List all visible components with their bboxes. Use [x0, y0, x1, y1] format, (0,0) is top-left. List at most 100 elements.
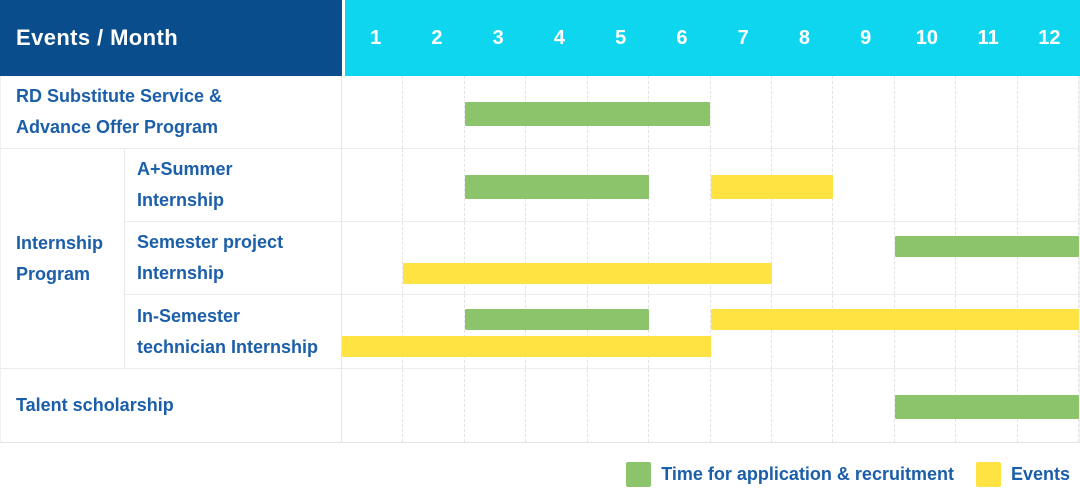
month-grid-cell [649, 149, 711, 221]
month-tick: 5 [615, 26, 627, 49]
month-grid-cell [956, 149, 1018, 221]
month-grid-cell [1018, 295, 1080, 368]
row-label: A+Summer Internship [125, 149, 342, 221]
row-label-line: RD Substitute Service & [16, 86, 223, 106]
month-grid-cell [342, 295, 404, 368]
gantt-bar-application [894, 236, 1079, 257]
month-grid-cell [956, 295, 1018, 368]
gantt-bar-events [710, 309, 1079, 330]
gantt-bar-events [403, 263, 772, 284]
row-chart-area [342, 76, 1080, 148]
month-tick: 4 [553, 26, 565, 49]
month-grid-cell [1018, 222, 1080, 294]
month-tick: 9 [860, 26, 872, 49]
group-label: Internship Program [1, 149, 125, 368]
row-label-line: Internship [137, 190, 225, 210]
month-tick: 7 [737, 26, 749, 49]
row-label-line: technician Internship [137, 336, 319, 357]
month-tick: 12 [1038, 26, 1061, 49]
row-label-line: Internship [137, 263, 225, 283]
legend-item: Time for application & recruitment [626, 462, 954, 487]
month-grid-cell [403, 222, 465, 294]
month-grid-cell [772, 295, 834, 368]
table-row: Semester project Internship [125, 222, 1080, 295]
row-label-line: In-Semester [137, 305, 241, 326]
month-grid-cell [526, 369, 588, 442]
month-tick: 8 [798, 26, 810, 49]
gantt-bar-events [710, 175, 834, 199]
gantt-bar-application [894, 395, 1079, 419]
month-grid-cell [342, 222, 404, 294]
month-grid-cell [649, 369, 711, 442]
month-tick: 2 [431, 26, 443, 49]
month-grid-cell [588, 222, 650, 294]
row-label-line: A+Summer [137, 159, 233, 179]
month-grid-cell [403, 149, 465, 221]
month-grid-cell [956, 76, 1018, 148]
row-chart-area [342, 369, 1080, 442]
row-label: RD Substitute Service & Advance Offer Pro… [1, 76, 342, 148]
month-grid-cell [772, 369, 834, 442]
month-grid-cell [772, 222, 834, 294]
row-label-line: Semester project [137, 232, 284, 252]
month-tick: 11 [977, 26, 999, 49]
row-chart-area [342, 295, 1080, 368]
table-row: In-Semester technician Internship [125, 295, 1080, 368]
month-grid-cell [895, 149, 957, 221]
month-grid-cell [649, 222, 711, 294]
row-label: In-Semester technician Internship [125, 295, 342, 368]
month-grid-cell [649, 295, 711, 368]
group-label-line: Internship [16, 232, 104, 253]
group-rows: A+Summer Internship Semester project Intern… [125, 149, 1080, 368]
month-grid-cell [403, 369, 465, 442]
legend-label: Events [1010, 464, 1070, 484]
month-axis: 1 2 3 4 5 6 7 8 9 10 11 12 [345, 0, 1080, 76]
row-label: Semester project Internship [125, 222, 342, 294]
month-grid-cell [711, 76, 772, 148]
month-grid-cell [465, 295, 527, 368]
month-grid-cell [833, 222, 895, 294]
month-grid-cell [403, 76, 465, 148]
month-grid-cell [772, 76, 834, 148]
table-row: Talent scholarship [1, 369, 1080, 442]
month-grid-cell [895, 222, 957, 294]
header-row: Events / Month 1 2 3 4 5 6 7 8 9 10 11 12 [0, 0, 1080, 76]
month-grid-cell [895, 295, 957, 368]
row-label-line: Talent scholarship [16, 395, 174, 415]
month-grid-cell [588, 369, 650, 442]
month-grid-cell [342, 76, 404, 148]
month-grid-cell [588, 295, 650, 368]
month-grid-cell [833, 369, 895, 442]
month-grid-cell [956, 222, 1018, 294]
row-label: Talent scholarship [1, 369, 342, 442]
gantt-bar-application [464, 309, 650, 330]
month-grid-cell [1018, 76, 1080, 148]
month-grid-cell [342, 369, 404, 442]
row-label-line: Advance Offer Program [16, 117, 219, 137]
row-chart-area [342, 149, 1080, 221]
month-tick: 1 [370, 26, 382, 49]
month-grid-cell [649, 76, 711, 148]
gantt-bar-events [342, 336, 711, 357]
legend-swatch-events [975, 462, 1001, 487]
month-tick: 3 [492, 26, 504, 49]
row-chart-area [342, 222, 1080, 294]
month-tick: 10 [915, 26, 938, 49]
month-grid-cell [403, 295, 465, 368]
month-grid-cell [711, 295, 772, 368]
month-grid-cell [833, 76, 895, 148]
month-grid-cell [526, 222, 588, 294]
month-grid-cell [465, 369, 527, 442]
month-grid-cell [711, 369, 772, 442]
legend-swatch-application [626, 462, 652, 487]
group-section: Internship Program A+Summer Internship Semes… [1, 149, 1080, 369]
group-label-line: Program [16, 263, 91, 284]
gantt-body: RD Substitute Service & Advance Offer Pro… [0, 76, 1080, 443]
month-grid-cell [833, 295, 895, 368]
month-grid-cell [465, 222, 527, 294]
month-grid-cell [526, 295, 588, 368]
table-row: A+Summer Internship [125, 149, 1080, 222]
month-tick: 6 [676, 26, 688, 49]
legend-label: Time for application & recruitment [661, 464, 954, 484]
